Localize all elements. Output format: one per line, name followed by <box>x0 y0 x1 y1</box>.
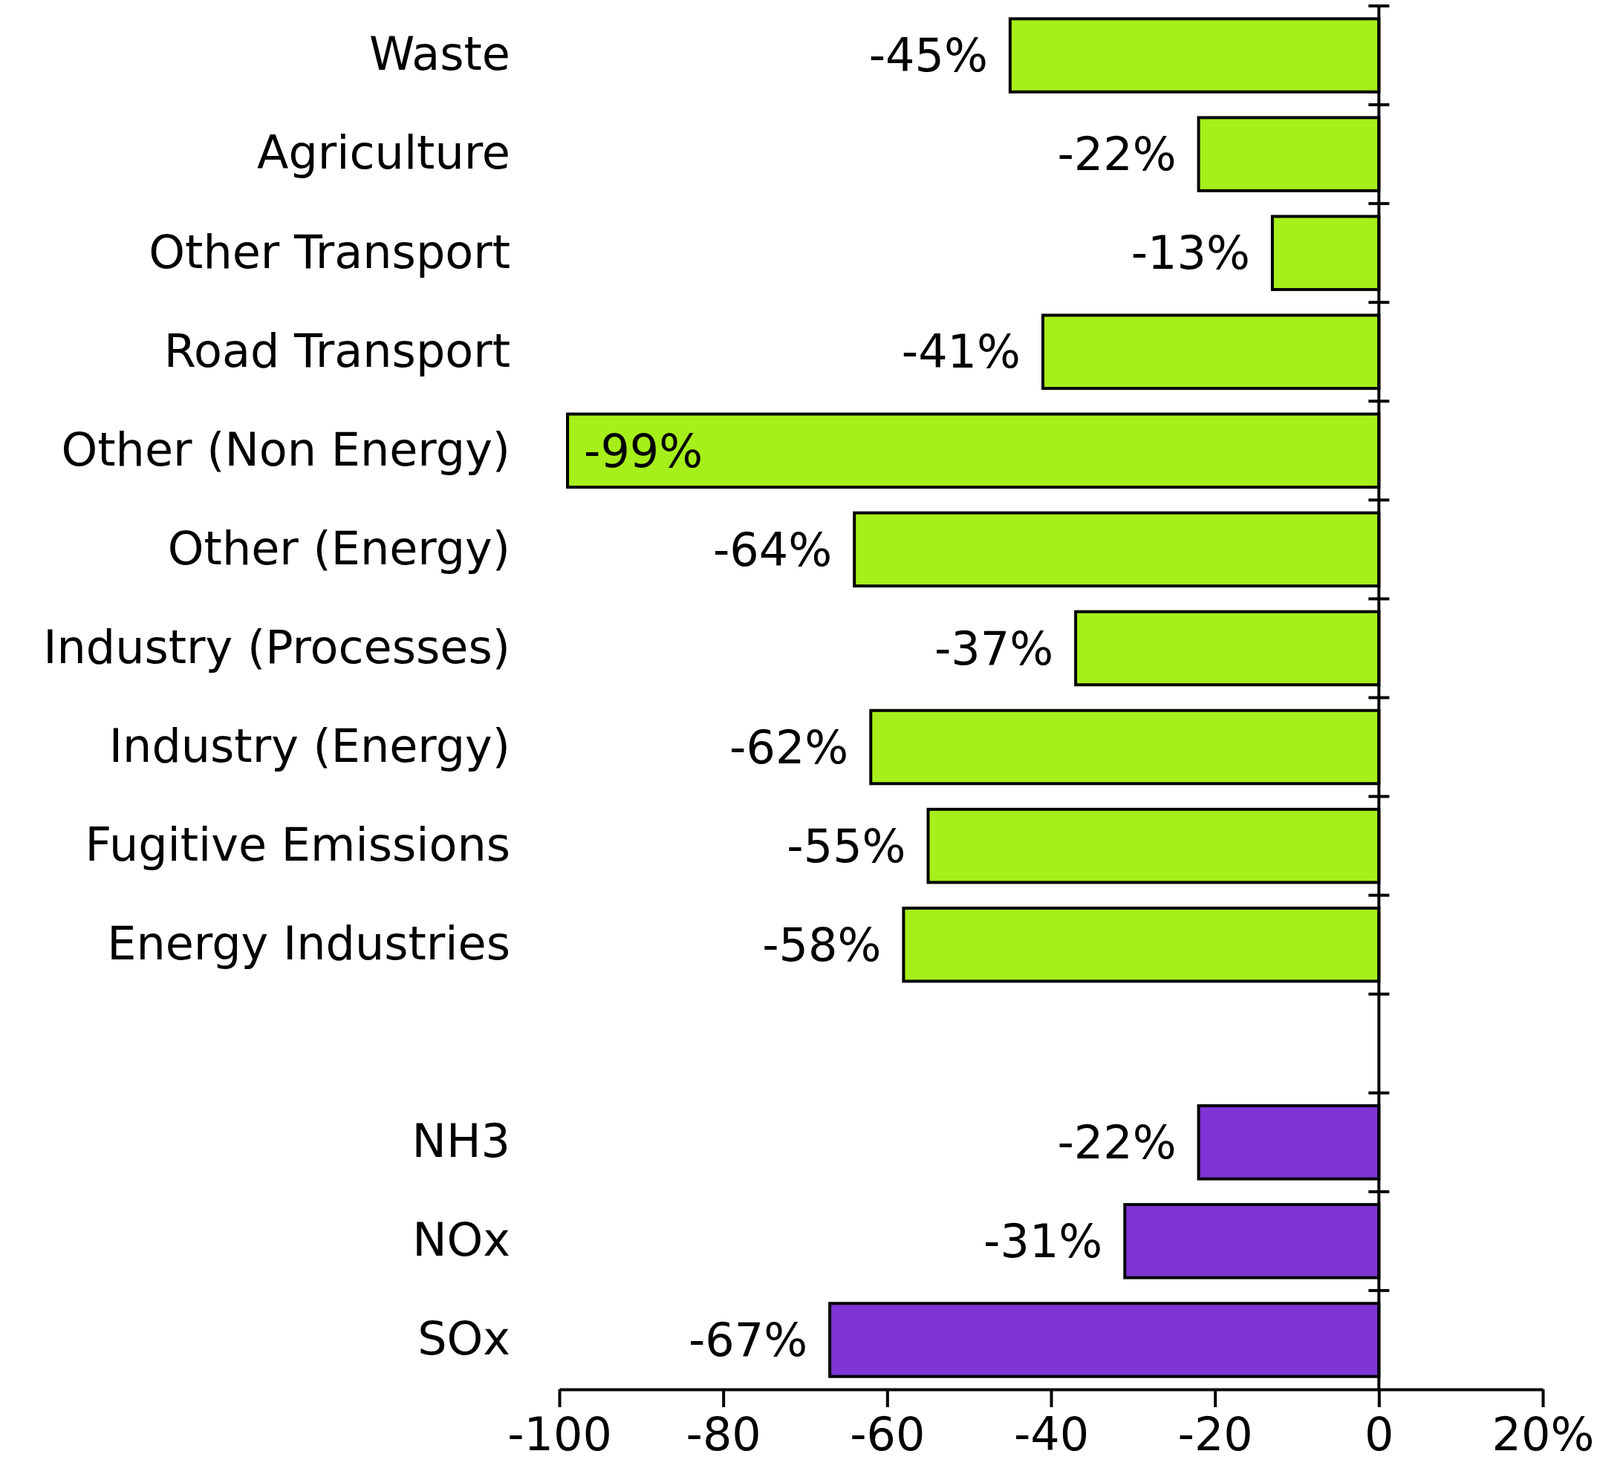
chart: Waste Agriculture Other Transport Road Tran… <box>0 0 1600 1474</box>
bar <box>1010 18 1380 92</box>
band-tick <box>1368 597 1390 601</box>
bar <box>870 710 1379 784</box>
x-tick-mark <box>1213 1389 1217 1408</box>
x-tick-mark <box>1377 1389 1381 1408</box>
data-label: -45% <box>869 28 988 83</box>
bar <box>1198 1106 1380 1179</box>
x-tick-mark <box>1542 1389 1546 1408</box>
category-tick: Road Transport <box>164 323 1380 379</box>
band-tick <box>1368 894 1390 898</box>
band-tick <box>1368 103 1390 107</box>
category-label: Other (Non Energy) <box>61 422 512 477</box>
band-tick <box>1368 498 1390 502</box>
bar <box>829 1303 1379 1377</box>
x-tick: -80 <box>686 1389 762 1462</box>
band-tick <box>1368 795 1390 799</box>
category-tick: SOx <box>417 1311 1379 1367</box>
data-label: -62% <box>729 720 849 775</box>
category-label: Waste <box>369 26 511 81</box>
x-tick-label: -60 <box>849 1407 925 1462</box>
x-tick-mark <box>722 1389 725 1408</box>
bar <box>903 908 1379 982</box>
band-tick <box>1368 1289 1390 1293</box>
band-tick <box>1368 993 1390 997</box>
band-tick <box>1368 1190 1390 1194</box>
bar <box>1198 117 1380 191</box>
category-label: Industry (Processes) <box>43 620 511 675</box>
x-tick-label: -80 <box>686 1407 762 1462</box>
x-tick: -40 <box>1013 1389 1089 1462</box>
x-tick: 0 <box>1364 1389 1394 1462</box>
category-label: SOx <box>417 1311 511 1367</box>
category-tick: Energy Industries <box>106 916 1379 971</box>
category-tick: Industry (Processes) <box>43 620 1379 675</box>
data-label: -13% <box>1131 225 1251 281</box>
bar <box>1272 216 1379 289</box>
data-label: -41% <box>901 324 1021 379</box>
category-label: Other (Energy) <box>167 521 511 576</box>
data-label: -67% <box>688 1313 808 1368</box>
category-label: Fugitive Emissions <box>85 817 511 873</box>
data-label: -31% <box>983 1214 1103 1269</box>
data-label: -55% <box>786 819 906 874</box>
category-label: Road Transport <box>164 323 511 379</box>
x-tick-mark <box>558 1389 562 1408</box>
x-tick-label: -100 <box>507 1407 613 1462</box>
band-tick <box>1368 202 1390 206</box>
data-label: -22% <box>1057 1115 1176 1170</box>
x-tick-label: -20 <box>1178 1407 1254 1462</box>
x-tick-mark <box>886 1389 890 1408</box>
bars <box>567 18 1379 1377</box>
band-tick <box>1368 300 1390 304</box>
x-tick-label: 20% <box>1492 1407 1595 1462</box>
category-label: Agriculture <box>257 125 511 180</box>
bar <box>1075 612 1379 685</box>
x-tick-label: 0 <box>1364 1407 1394 1462</box>
band-tick <box>1368 1091 1390 1095</box>
category-label: NH3 <box>412 1114 511 1169</box>
data-labels: -45% -22% -13% -41% -99%-64% -37% -62% -55% -58%… <box>583 28 1251 1368</box>
category-label: NOx <box>412 1212 511 1268</box>
band-tick <box>1368 696 1390 700</box>
x-tick-mark <box>1050 1389 1054 1408</box>
x-axis: -100 -80 -60 -40 -20 0 20% <box>507 1389 1595 1462</box>
data-label: -22% <box>1057 127 1176 182</box>
data-label: -37% <box>934 621 1054 676</box>
band-ticks <box>1368 5 1390 1291</box>
category-axis: Waste Agriculture Other Transport Road Tran… <box>43 5 1379 1390</box>
data-label: -64% <box>713 522 832 578</box>
category-tick: Other (Non Energy) <box>61 422 1380 477</box>
category-label: Industry (Energy) <box>109 719 511 774</box>
x-tick: -100 <box>507 1389 613 1462</box>
band-tick <box>1368 4 1390 8</box>
x-tick: -20 <box>1178 1389 1254 1462</box>
x-tick-label: -40 <box>1013 1407 1089 1462</box>
category-tick: NH3 <box>412 1114 1380 1169</box>
band-tick <box>1368 399 1390 403</box>
data-label: -99% <box>583 424 703 479</box>
bar <box>928 809 1380 883</box>
x-tick: -60 <box>849 1389 925 1462</box>
category-tick: NOx <box>412 1212 1379 1268</box>
category-tick: Agriculture <box>257 125 1379 180</box>
x-tick: 20% <box>1492 1389 1595 1462</box>
category-label: Other Transport <box>148 225 511 280</box>
category-label: Energy Industries <box>106 916 511 971</box>
category-tick: Fugitive Emissions <box>85 817 1380 873</box>
data-label: -58% <box>762 918 881 973</box>
bar <box>1042 315 1379 389</box>
bar <box>854 513 1379 587</box>
bar <box>567 414 1379 488</box>
bar <box>1124 1204 1379 1278</box>
